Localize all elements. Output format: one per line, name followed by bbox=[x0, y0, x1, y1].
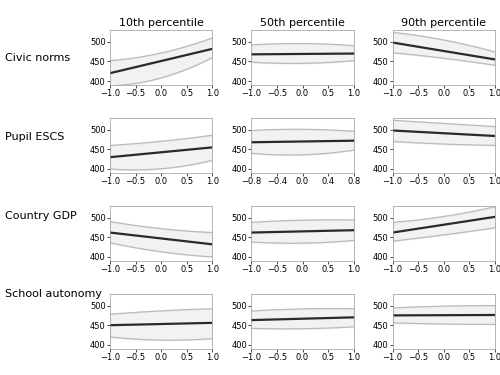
Text: Civic norms: Civic norms bbox=[5, 53, 70, 63]
Title: 50th percentile: 50th percentile bbox=[260, 18, 345, 28]
Text: School autonomy: School autonomy bbox=[5, 290, 102, 299]
Text: Country GDP: Country GDP bbox=[5, 211, 77, 220]
Text: Pupil ESCS: Pupil ESCS bbox=[5, 132, 64, 142]
Title: 90th percentile: 90th percentile bbox=[402, 18, 486, 28]
Title: 10th percentile: 10th percentile bbox=[119, 18, 204, 28]
